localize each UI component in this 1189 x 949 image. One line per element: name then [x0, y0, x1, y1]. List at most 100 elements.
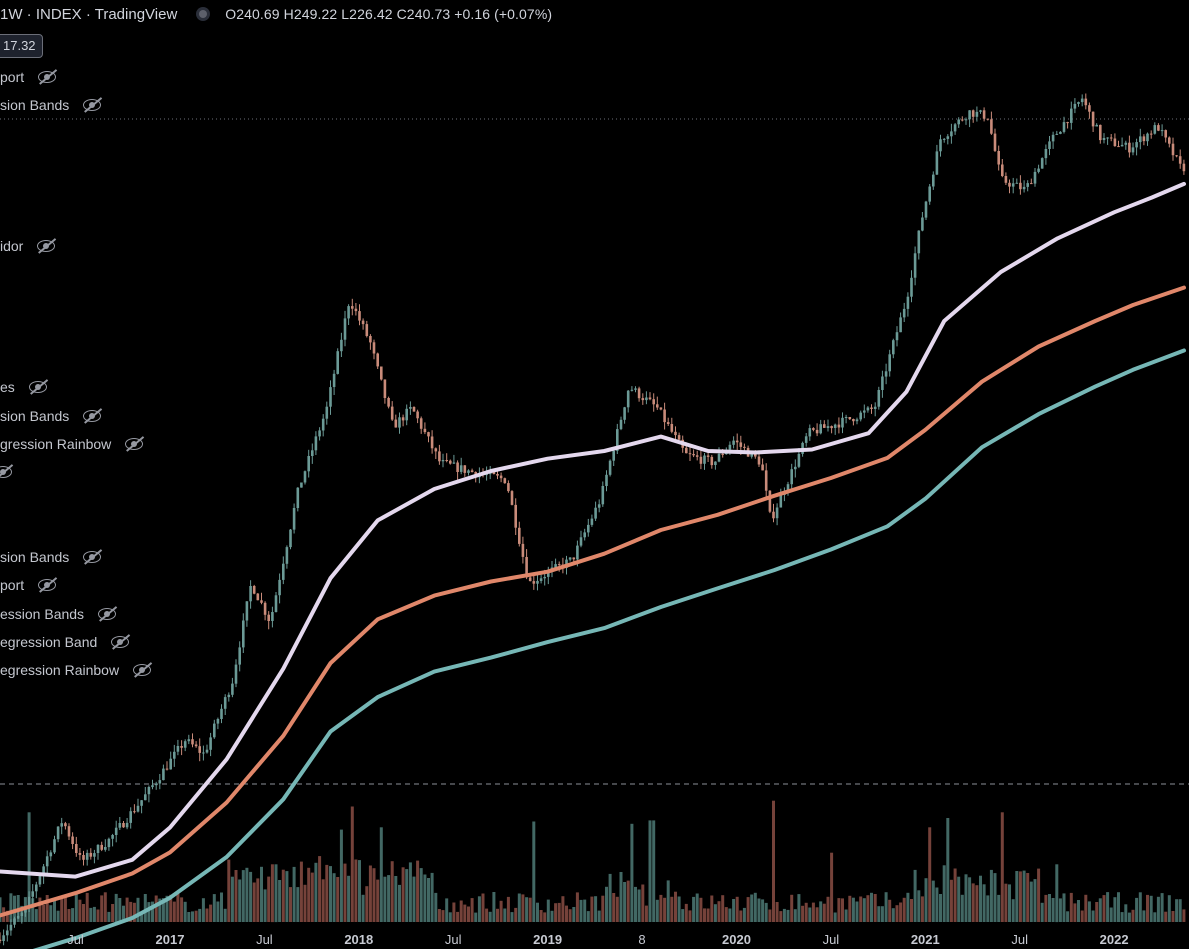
volume-bar: [234, 870, 238, 922]
candle-body: [572, 557, 576, 560]
candle-body: [271, 612, 274, 621]
candle-body: [329, 387, 332, 407]
volume-bar: [230, 876, 234, 922]
candle-body: [387, 398, 390, 407]
eye-hidden-icon[interactable]: [28, 381, 47, 393]
candle-body: [841, 417, 844, 428]
volume-bar: [728, 908, 732, 922]
volume-bar: [1051, 898, 1055, 922]
volume-bar: [82, 904, 85, 922]
candle-body: [1080, 98, 1084, 103]
candle-body: [547, 570, 550, 577]
eye-hidden-icon[interactable]: [38, 71, 57, 83]
band-lower-line: [32, 348, 1186, 949]
indicator-row[interactable]: port: [0, 67, 57, 87]
volume-bar: [100, 895, 104, 922]
indicator-row[interactable]: [0, 462, 12, 482]
volume-bar: [855, 901, 859, 922]
volume-bar: [1000, 812, 1004, 922]
volume-bar: [924, 878, 928, 922]
candle-body: [768, 490, 772, 512]
volume-bar: [256, 878, 260, 922]
volume-bar: [1138, 892, 1142, 922]
volume-bar: [968, 877, 972, 922]
volume-bar: [71, 908, 75, 922]
indicator-row[interactable]: sion Bands: [0, 406, 102, 426]
volume-bar: [448, 912, 452, 922]
candle-body: [888, 354, 891, 372]
indicator-row[interactable]: sion Bands: [0, 547, 102, 567]
indicator-row[interactable]: egression Rainbow: [0, 660, 152, 680]
volume-bar: [13, 895, 16, 922]
candle-body: [1030, 183, 1033, 185]
volume-bar: [964, 874, 968, 922]
volume-bar: [267, 876, 271, 922]
eye-hidden-icon[interactable]: [0, 466, 12, 478]
candle-body: [1004, 176, 1008, 183]
indicator-row[interactable]: gression Rainbow: [0, 434, 144, 454]
indicator-row[interactable]: es: [0, 377, 47, 397]
candle-body: [1178, 156, 1182, 164]
candle-body: [666, 422, 670, 424]
candle-body: [692, 454, 695, 456]
candle-body: [757, 456, 761, 465]
volume-bar: [379, 827, 383, 922]
candle-body: [499, 475, 503, 479]
ohlc-values: O240.69 H249.22 L226.42 C240.73 +0.16 (+…: [225, 6, 553, 22]
eye-hidden-icon[interactable]: [83, 99, 102, 111]
volume-bar: [659, 894, 663, 922]
candle-body: [1051, 134, 1055, 142]
volume-bar: [1095, 902, 1099, 922]
volume-bar: [1026, 873, 1030, 922]
candle-body: [434, 448, 438, 452]
eye-hidden-icon[interactable]: [111, 636, 130, 648]
candle-body: [321, 418, 325, 431]
candle-body: [278, 579, 281, 596]
indicator-row[interactable]: port: [0, 575, 57, 595]
candle-body: [870, 407, 873, 409]
indicator-row[interactable]: egression Band: [0, 632, 130, 652]
eye-hidden-icon[interactable]: [125, 438, 144, 450]
indicator-row[interactable]: idor: [0, 236, 56, 256]
candle-body: [60, 823, 63, 827]
volume-bar: [877, 906, 881, 922]
volume-bar: [481, 893, 485, 922]
volume-bar: [477, 896, 481, 922]
volume-bar: [710, 895, 714, 922]
volume-bar: [997, 894, 1001, 922]
volume-bar: [1048, 894, 1051, 922]
candle-body: [263, 602, 267, 615]
candle-body: [863, 410, 866, 413]
candle-body: [833, 424, 837, 428]
candle-body: [1019, 182, 1022, 190]
symbol-title[interactable]: 1W · INDEX · TradingView: [0, 5, 178, 23]
eye-hidden-icon[interactable]: [83, 410, 102, 422]
indicator-row[interactable]: sion Bands: [0, 95, 102, 115]
volume-bar: [594, 896, 598, 922]
candle-body: [180, 746, 183, 748]
volume-bar: [452, 902, 456, 922]
volume-bar: [692, 896, 696, 922]
band-upper-line: [0, 181, 1186, 879]
candle-body: [412, 407, 416, 412]
candle-body: [1149, 133, 1153, 135]
candle-body: [1120, 144, 1124, 147]
eye-hidden-icon[interactable]: [38, 579, 57, 591]
candle-body: [176, 746, 180, 752]
eye-hidden-icon[interactable]: [133, 664, 152, 676]
eye-hidden-icon[interactable]: [83, 551, 102, 563]
volume-bar: [1015, 871, 1019, 922]
volume-bar: [1055, 864, 1059, 923]
volume-bar: [514, 907, 518, 922]
eye-hidden-icon[interactable]: [37, 240, 56, 252]
candle-body: [997, 151, 1000, 165]
candle-body: [1059, 131, 1062, 134]
eye-hidden-icon[interactable]: [98, 608, 117, 620]
volume-bar: [503, 908, 507, 922]
volume-bar: [608, 873, 612, 922]
indicator-row[interactable]: ession Bands: [0, 604, 117, 624]
candle-body: [173, 751, 176, 759]
volume-bar: [913, 869, 917, 922]
volume-bar: [488, 911, 492, 922]
